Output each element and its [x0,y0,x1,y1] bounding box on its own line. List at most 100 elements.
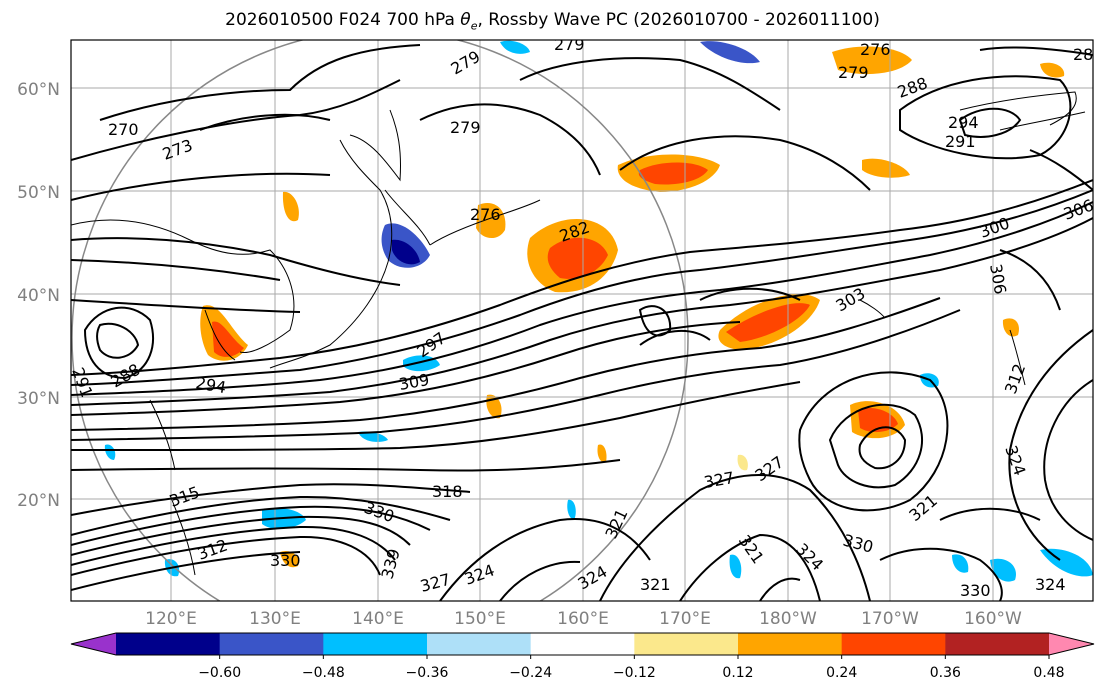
contour-label: 273 [160,135,195,163]
lon-label: 170°W [861,609,919,629]
colorbar-box [738,633,843,655]
contour-label: 288 [108,360,144,392]
lat-label: 20°N [17,491,60,511]
contour-label: 300 [977,213,1012,241]
contour-label: 294 [948,113,979,132]
contour-label: 330 [270,551,301,570]
title-symbol: θ [460,10,471,30]
colorbar-extend-low [71,633,116,655]
lon-label: 140°E [352,609,404,629]
lon-label: 170°E [659,609,711,629]
colorbar-box [634,633,739,655]
colorbar-tick-label: −0.36 [406,665,449,681]
blue-shading [990,558,1016,582]
colorbar-box [323,633,428,655]
colorbar-box [841,633,946,655]
orange-shading [1040,62,1065,78]
lon-label: 130°E [249,609,301,629]
contour-label: 327 [702,468,735,492]
colorbar-tick-label: 0.24 [826,665,857,681]
shading-layer [104,40,1093,582]
contour-label: 315 [167,482,202,510]
red-shading [638,162,708,185]
contour-label: 321 [640,575,671,594]
contour-label: 282 [1073,45,1104,64]
contour-label: 321 [905,491,941,525]
colorbar-box [427,633,532,655]
orange-shading [862,158,910,178]
colorbar-tick-label: −0.24 [509,665,552,681]
colorbar-box [116,633,221,655]
contour-label: 276 [470,205,501,224]
lon-label: 120°E [145,609,197,629]
red-shading [547,237,608,279]
contour-label: 279 [554,35,585,54]
colorbar-box [530,633,635,655]
lat-label: 50°N [17,183,60,203]
contour-label: 327 [751,452,787,485]
orange-shading [282,191,299,222]
lat-label: 60°N [17,80,60,100]
contour-label: 324 [1035,575,1066,594]
lon-label: 150°E [454,609,506,629]
map-panel: 270 273 279 279 279 276 279 282 288 291 … [71,35,1104,601]
longitude-labels: 120°E 130°E 140°E 150°E 160°E 170°E 180°… [145,609,1022,629]
title-subscript: e [470,19,478,33]
orange-shading [597,444,607,463]
title-prefix: 2026010500 F024 700 hPa [225,10,461,30]
red-shading [858,407,898,433]
red-shading [212,321,244,357]
contour-label: 270 [108,120,139,139]
red-shading [726,303,810,342]
orange-shading [737,454,748,471]
colorbar-extend-high [1049,633,1094,655]
lat-label: 30°N [17,389,60,409]
colorbar-tick-label: −0.12 [613,665,656,681]
contour-label: 324 [1001,443,1029,478]
contour-label: 330 [841,531,875,557]
contour-label: 312 [1001,361,1029,396]
colorbar-box [219,633,324,655]
blue-shading [567,499,576,520]
colorbar-tick-label: 0.12 [722,665,753,681]
contour-label: 324 [462,560,497,588]
lon-label: 160°W [964,609,1022,629]
blue-shading [700,41,760,64]
contour-label: 306 [986,262,1010,295]
orange-shading [832,46,912,75]
contour-label: 318 [432,482,463,501]
lat-label: 40°N [17,286,60,306]
map-title: 2026010500 F024 700 hPa θe, Rossby Wave … [0,10,1105,32]
colorbar-tick-label: 0.36 [930,665,961,681]
contour-label: 294 [194,373,227,397]
contour-label: 288 [895,73,930,101]
contour-label: 276 [860,40,891,59]
orange-shading [476,202,506,239]
contour-label: 324 [575,562,611,594]
orange-shading [1002,318,1019,337]
reference-circle [71,40,689,601]
blue-shading [104,444,116,460]
colorbar-outline [70,632,1095,656]
contour-label: 324 [792,539,827,574]
contour-lines [71,44,1093,601]
blue-shading [500,40,530,54]
colorbar: −0.60 −0.48 −0.36 −0.24 −0.12 0.12 0.24 0.36 0.4… [70,632,1095,681]
title-suffix: , Rossby Wave PC (2026010700 - 202601110… [477,10,880,30]
lon-label: 180°W [759,609,817,629]
contour-label: 291 [945,132,976,151]
contour-label: 339 [378,547,404,581]
contour-label: 279 [448,47,484,79]
contour-label: 279 [838,63,869,82]
contour-label: 279 [450,118,481,137]
orange-shading [280,550,299,568]
latitude-labels: 60°N 50°N 40°N 30°N 20°N [17,80,60,511]
colorbar-tick-label: −0.48 [302,665,345,681]
colorbar-tick-label: −0.60 [198,665,241,681]
blue-shading [392,239,420,265]
colorbar-tick-label: 0.48 [1033,665,1064,681]
colorbar-box [945,633,1050,655]
blue-shading [1040,548,1093,577]
blue-shading [358,431,388,442]
lon-label: 160°E [557,609,609,629]
